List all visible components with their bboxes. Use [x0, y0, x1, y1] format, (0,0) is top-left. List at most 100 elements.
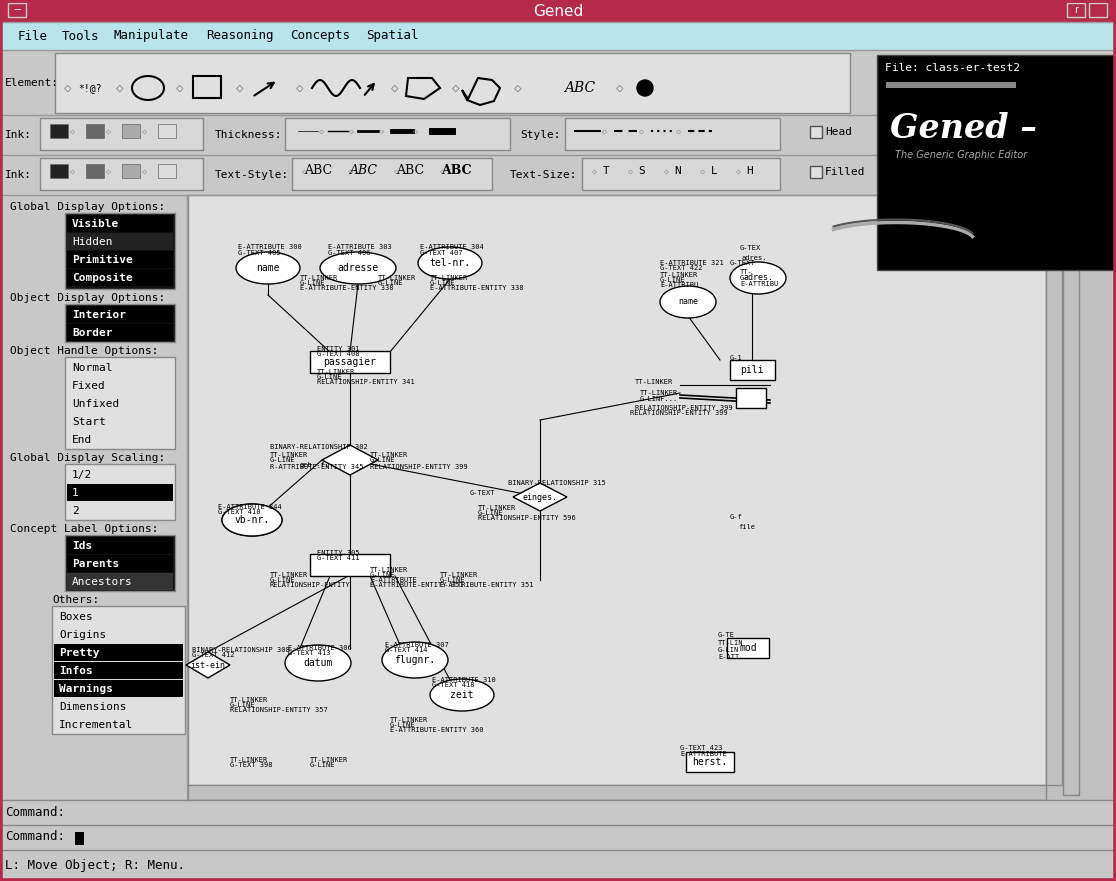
Bar: [50, 124, 68, 138]
Text: ◇: ◇: [735, 167, 741, 175]
Ellipse shape: [235, 252, 300, 284]
Bar: [0, 50, 1116, 115]
Text: TT-LINKER: TT-LINKER: [230, 757, 268, 763]
Text: ◇: ◇: [591, 167, 596, 175]
Text: herst.: herst.: [692, 757, 728, 767]
Text: E-ATTRIBUTE 306: E-ATTRIBUTE 306: [288, 645, 352, 651]
Text: r: r: [1074, 5, 1078, 15]
Bar: [40, 158, 203, 190]
Text: E-ATTRIBUTE 307: E-ATTRIBUTE 307: [385, 642, 449, 648]
Bar: [52, 606, 185, 734]
Bar: [86, 164, 104, 178]
Text: G-TEX: G-TEX: [740, 245, 761, 251]
Text: TT-LIN: TT-LIN: [718, 640, 743, 646]
Bar: [67, 484, 173, 501]
Text: RELATIONSHIP-ENTITY 596: RELATIONSHIP-ENTITY 596: [478, 515, 576, 521]
Bar: [8, 3, 26, 17]
Bar: [54, 626, 183, 643]
Text: ◇: ◇: [664, 167, 668, 175]
Text: TT-LINKER: TT-LINKER: [270, 452, 308, 458]
Text: Primitive: Primitive: [73, 255, 133, 265]
Text: passagier: passagier: [324, 357, 376, 367]
Text: G-TEXT 408: G-TEXT 408: [317, 351, 359, 357]
Text: Filled: Filled: [825, 167, 866, 177]
Bar: [1064, 195, 1079, 795]
Polygon shape: [1047, 204, 1062, 211]
Text: vb-nr.: vb-nr.: [234, 515, 270, 525]
Text: G-LINE: G-LINE: [270, 457, 296, 463]
Text: BINARY-RELATIONSHIP 308: BINARY-RELATIONSHIP 308: [192, 647, 290, 653]
Text: ◇: ◇: [116, 82, 124, 94]
Bar: [187, 195, 1046, 785]
Bar: [75, 832, 84, 845]
Text: G-f: G-f: [730, 514, 743, 520]
Text: G-LINE: G-LINE: [389, 722, 415, 728]
Text: Manipulate: Manipulate: [114, 29, 189, 42]
Text: pili: pili: [740, 365, 763, 375]
Bar: [67, 233, 173, 250]
Bar: [0, 155, 1116, 195]
Bar: [67, 377, 173, 394]
Text: E-ATTRIBUTE-ENTITY 360: E-ATTRIBUTE-ENTITY 360: [389, 727, 483, 733]
Text: Global Display Options:: Global Display Options:: [10, 202, 165, 212]
Bar: [54, 698, 183, 715]
Text: RELATIONSHIP-ENTITY: RELATIONSHIP-ENTITY: [270, 582, 350, 588]
Text: adres.: adres.: [742, 255, 768, 261]
Text: ◇: ◇: [616, 82, 624, 94]
Bar: [735, 388, 766, 408]
Polygon shape: [513, 483, 567, 511]
Bar: [65, 535, 175, 591]
Text: G-TE: G-TE: [718, 632, 735, 638]
Bar: [0, 22, 1116, 50]
Bar: [158, 124, 176, 138]
Text: G-LINE: G-LINE: [300, 280, 326, 286]
Text: adres.: adres.: [743, 273, 773, 283]
Text: E-ATTRIBUTE-ENTITY 338: E-ATTRIBUTE-ENTITY 338: [430, 285, 523, 291]
Text: TT-LINKER: TT-LINKER: [660, 272, 699, 278]
Text: G-LINE: G-LINE: [378, 280, 404, 286]
Text: file: file: [738, 524, 756, 530]
Bar: [67, 251, 173, 268]
Bar: [187, 785, 1046, 800]
Bar: [0, 195, 187, 800]
Text: Interior: Interior: [73, 310, 126, 320]
Text: G-LINE: G-LINE: [270, 577, 296, 583]
Text: G-TEXT 418: G-TEXT 418: [432, 682, 474, 688]
Text: ABC: ABC: [441, 165, 471, 177]
Text: ◇: ◇: [602, 127, 606, 136]
Ellipse shape: [320, 252, 396, 284]
Bar: [0, 0, 1116, 22]
Text: einges.: einges.: [522, 492, 558, 501]
Text: G-TEXT 414: G-TEXT 414: [385, 647, 427, 653]
Text: flugnr.: flugnr.: [394, 655, 435, 665]
Text: E-ATTRIBUTE 344: E-ATTRIBUTE 344: [218, 504, 281, 510]
Text: G-TEXT 406: G-TEXT 406: [328, 250, 371, 256]
Text: tel-nr.: tel-nr.: [430, 258, 471, 268]
Text: Thickness:: Thickness:: [215, 130, 282, 140]
Text: TT-LINKER: TT-LINKER: [440, 572, 479, 578]
Text: G-LINF...: G-LINF...: [639, 396, 679, 402]
Bar: [193, 76, 221, 98]
Bar: [67, 555, 173, 572]
Text: G-LINE: G-LINE: [310, 762, 336, 768]
Bar: [285, 118, 510, 150]
Text: TT-LINKER: TT-LINKER: [270, 572, 308, 578]
Bar: [65, 213, 175, 289]
Ellipse shape: [730, 262, 786, 294]
Text: ist-ein: ist-ein: [191, 661, 225, 670]
Bar: [122, 164, 140, 178]
Text: TT-LINKER: TT-LINKER: [230, 697, 268, 703]
Text: TT-LINKER: TT-LINKER: [300, 275, 338, 281]
Ellipse shape: [222, 504, 282, 536]
Bar: [67, 215, 173, 232]
Ellipse shape: [418, 247, 482, 279]
Text: G-TEXT: G-TEXT: [470, 490, 496, 496]
Bar: [67, 537, 173, 554]
Bar: [292, 158, 492, 190]
Text: Concepts: Concepts: [290, 29, 350, 42]
Text: E-ATTRIBUTE-ENTITY 351: E-ATTRIBUTE-ENTITY 351: [440, 582, 533, 588]
Text: RELATIONSHIP-ENTITY 341: RELATIONSHIP-ENTITY 341: [317, 379, 415, 385]
Bar: [565, 118, 780, 150]
Text: Visible: Visible: [73, 219, 119, 229]
Polygon shape: [1064, 204, 1079, 211]
